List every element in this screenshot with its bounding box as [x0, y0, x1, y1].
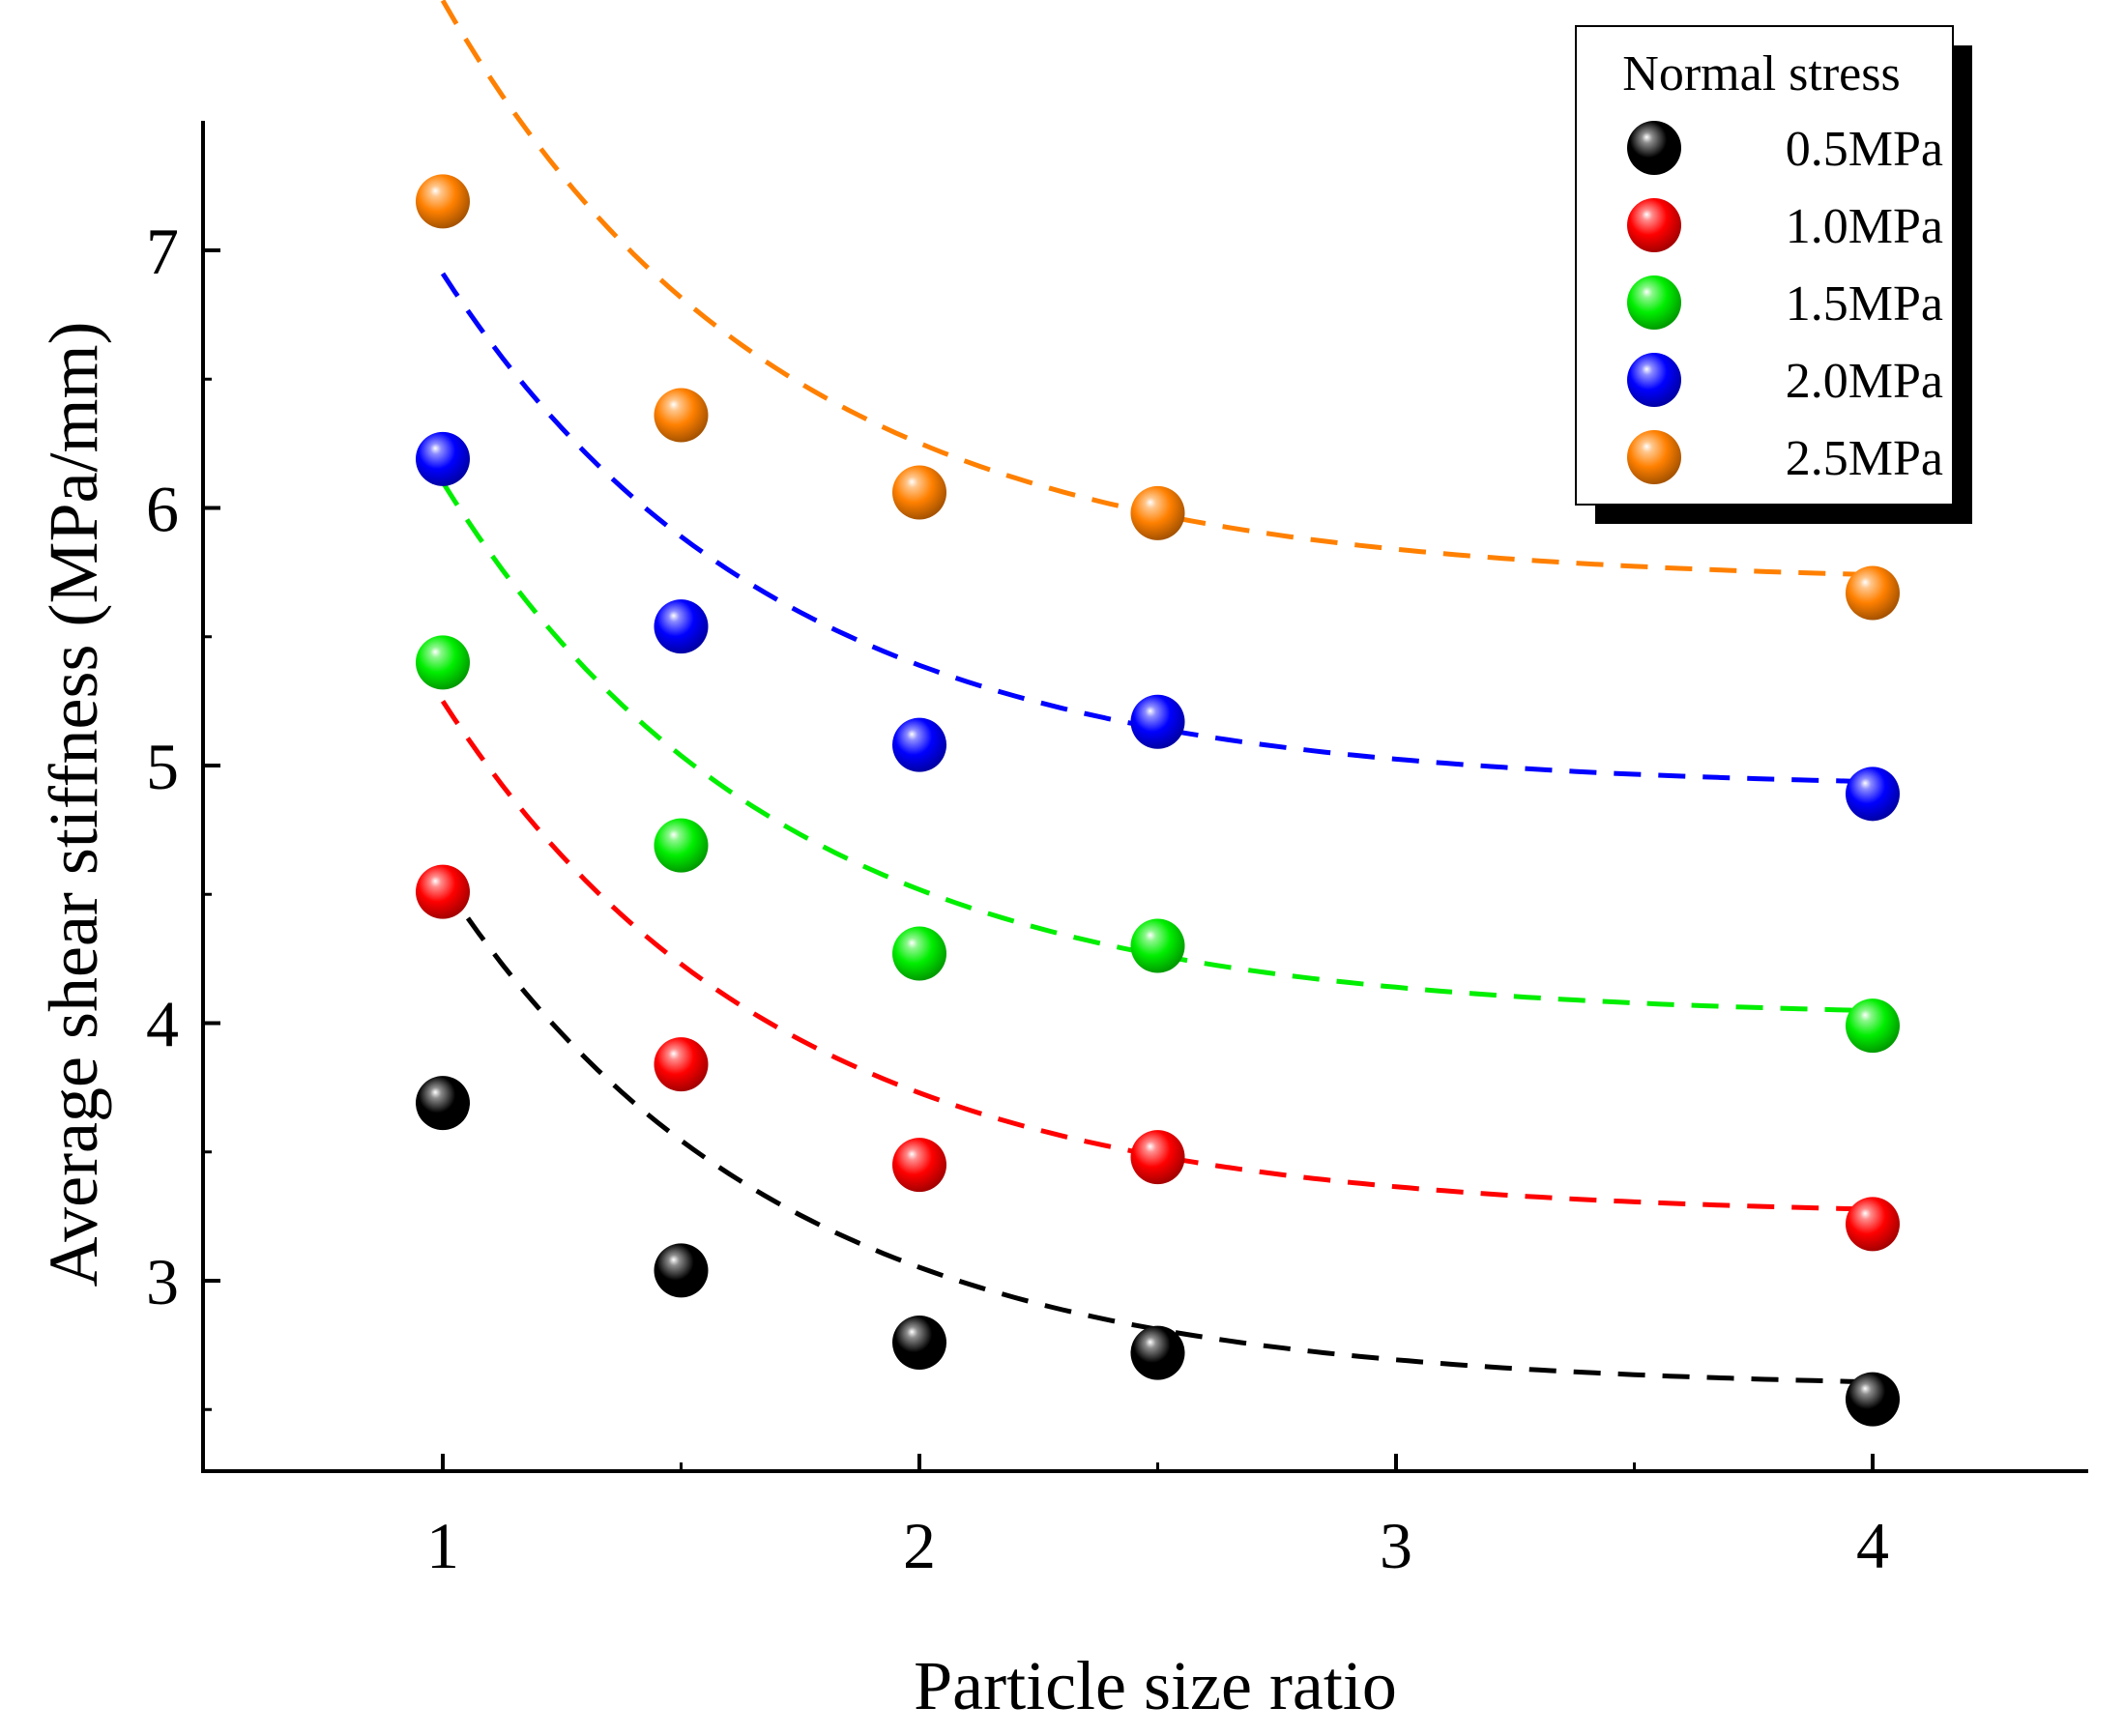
data-point-2.0MPa: [1130, 694, 1185, 749]
legend-label: 0.5MPa: [1786, 122, 1943, 177]
legend-label: 2.5MPa: [1786, 431, 1943, 486]
data-point-1.0MPa: [654, 1037, 709, 1092]
data-point-1.5MPa: [1846, 998, 1900, 1054]
y-tick-label: 7: [146, 215, 179, 288]
y-tick-label: 6: [146, 473, 179, 546]
data-point-1.0MPa: [1130, 1130, 1185, 1185]
data-point-2.0MPa: [416, 431, 470, 486]
data-point-1.0MPa: [1846, 1197, 1900, 1252]
data-point-1.0MPa: [892, 1138, 946, 1193]
fit-line-1.5MPa: [440, 480, 1874, 1013]
y-tick-label: 5: [146, 730, 179, 803]
data-point-2.5MPa: [1846, 565, 1900, 621]
x-ticks: 1 2 3 4: [426, 1454, 1889, 1582]
legend-label: 2.0MPa: [1786, 354, 1943, 409]
data-point-0.5MPa: [1846, 1372, 1900, 1427]
legend-items: 0.5MPa 1.0MPa 1.5MPa 2.0MPa 2.5MPa: [1627, 121, 1943, 486]
data-point-2.0MPa: [654, 599, 709, 654]
x-tick-label: 1: [426, 1509, 459, 1582]
y-axis-title: Average shear stiffness (MPa/mm): [35, 321, 112, 1287]
data-point-2.5MPa: [654, 388, 709, 443]
fit-line-2.0MPa: [440, 272, 1874, 785]
data-point-1.5MPa: [1130, 918, 1185, 973]
y-tick-label: 3: [146, 1245, 179, 1318]
legend-label: 1.5MPa: [1786, 276, 1943, 332]
data-point-0.5MPa: [654, 1243, 709, 1298]
legend-box: [1575, 25, 1954, 506]
data-point-2.5MPa: [892, 465, 946, 520]
data-point-0.5MPa: [892, 1315, 946, 1370]
data-point-2.0MPa: [1846, 767, 1900, 822]
axes: [201, 121, 2088, 1473]
x-tick-label: 2: [903, 1509, 936, 1582]
data-points: [416, 174, 1900, 1427]
data-point-1.0MPa: [416, 864, 470, 919]
x-axis-title: Particle size ratio: [914, 1647, 1397, 1724]
x-tick-label: 3: [1380, 1509, 1412, 1582]
legend-marker: [1627, 430, 1681, 484]
legend-marker: [1627, 198, 1681, 252]
legend-title: Normal stress: [1622, 46, 1900, 101]
data-point-1.5MPa: [654, 818, 709, 873]
data-point-0.5MPa: [1130, 1325, 1185, 1380]
x-tick-label: 4: [1856, 1509, 1889, 1582]
y-ticks: 3 4 5 6 7: [146, 215, 220, 1411]
legend-marker: [1627, 121, 1681, 175]
data-point-2.5MPa: [1130, 485, 1185, 540]
y-tick-label: 4: [146, 988, 179, 1061]
fit-line-1.0MPa: [440, 700, 1874, 1212]
legend-marker: [1627, 353, 1681, 407]
legend-marker: [1627, 275, 1681, 330]
legend: Normal stress 0.5MPa 1.0MPa 1.5MPa 2.0MPa 2.…: [1575, 25, 1972, 524]
data-point-0.5MPa: [416, 1076, 470, 1131]
data-point-1.5MPa: [892, 926, 946, 981]
legend-label: 1.0MPa: [1786, 199, 1943, 254]
data-point-1.5MPa: [416, 635, 470, 690]
data-point-2.0MPa: [892, 717, 946, 772]
data-point-2.5MPa: [416, 174, 470, 229]
